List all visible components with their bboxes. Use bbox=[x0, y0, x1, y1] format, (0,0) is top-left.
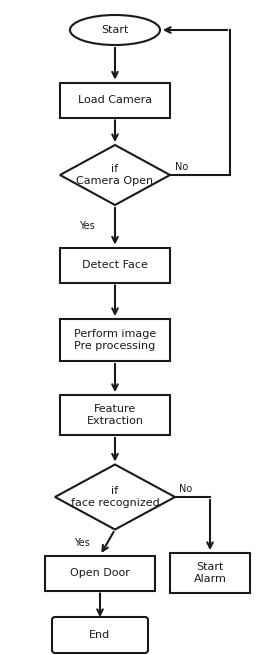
Text: Perform image
Pre processing: Perform image Pre processing bbox=[74, 329, 156, 351]
Text: Yes: Yes bbox=[74, 538, 90, 548]
Ellipse shape bbox=[70, 15, 160, 45]
FancyBboxPatch shape bbox=[52, 617, 148, 653]
Text: Detect Face: Detect Face bbox=[82, 260, 148, 270]
Bar bbox=[60, 319, 170, 361]
Text: if
Camera Open: if Camera Open bbox=[76, 164, 154, 186]
Bar bbox=[60, 395, 170, 435]
Polygon shape bbox=[60, 145, 170, 205]
Text: No: No bbox=[175, 162, 188, 172]
Text: Yes: Yes bbox=[79, 221, 95, 231]
Text: Open Door: Open Door bbox=[70, 568, 130, 578]
Bar bbox=[60, 83, 170, 117]
Text: End: End bbox=[89, 630, 110, 640]
Bar bbox=[170, 553, 250, 593]
Bar bbox=[45, 555, 155, 591]
Text: Start: Start bbox=[101, 25, 129, 35]
Text: Feature
Extraction: Feature Extraction bbox=[87, 404, 144, 426]
Bar bbox=[60, 248, 170, 282]
Text: No: No bbox=[179, 484, 192, 494]
Text: Load Camera: Load Camera bbox=[78, 95, 152, 105]
Text: Start
Alarm: Start Alarm bbox=[193, 562, 226, 584]
Text: if
face recognized: if face recognized bbox=[71, 486, 159, 508]
Polygon shape bbox=[55, 464, 175, 529]
